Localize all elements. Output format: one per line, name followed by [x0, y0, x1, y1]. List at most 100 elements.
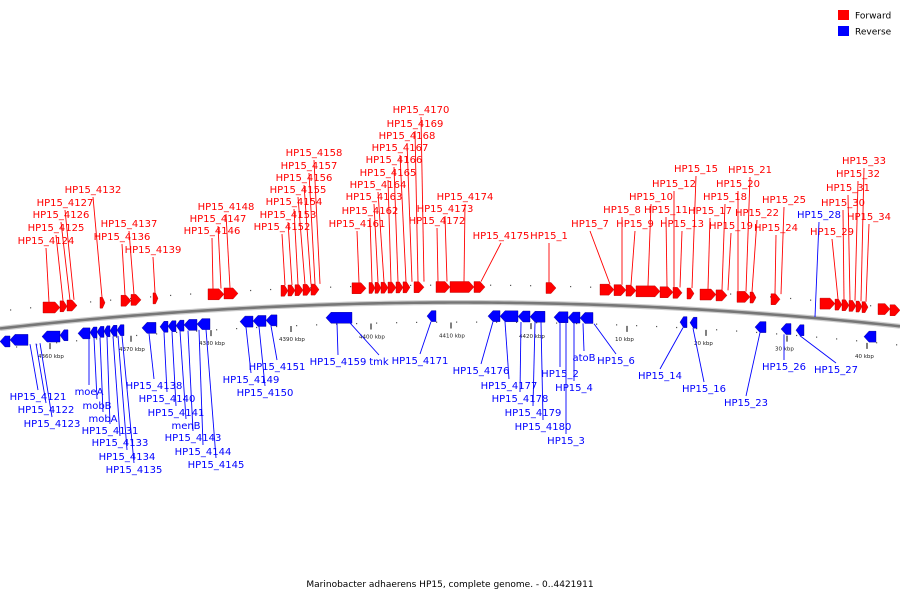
gene-label: HP15_4122 [18, 405, 75, 416]
minor-tick [316, 324, 318, 326]
legend-swatch [838, 26, 849, 36]
gene-leader-line [593, 323, 617, 355]
forward-gene-arrow [374, 282, 382, 294]
gene-label: HP15_21 [728, 165, 772, 176]
gene-leader-line [117, 335, 128, 451]
gene-label: HP15_4151 [249, 362, 306, 373]
gene-label: HP15_4125 [28, 223, 85, 234]
reverse-gene-arrow [77, 327, 91, 340]
minor-tick [216, 329, 218, 331]
gene-label: HP15_4171 [392, 356, 449, 367]
forward-gene-arrow [294, 284, 304, 296]
minor-tick [430, 284, 432, 286]
reverse-gene-arrow [754, 321, 767, 333]
minor-tick [776, 333, 778, 335]
gene-label: HP15_4123 [24, 419, 81, 430]
gene-label: HP15_4144 [175, 447, 232, 458]
gene-label: HP15_4165 [360, 168, 417, 179]
gene-label: HP15_2 [541, 369, 579, 380]
gene-leader-line [480, 242, 502, 282]
forward-gene-arrow [207, 288, 225, 301]
forward-gene-arrow [99, 297, 106, 309]
minor-tick [376, 322, 378, 324]
gene-label: HP15_4137 [101, 219, 158, 230]
reverse-gene-arrow [196, 318, 211, 330]
gene-label: HP15_4132 [65, 185, 122, 196]
gene-label: HP15_25 [762, 195, 806, 206]
gene-label: moeA [75, 387, 104, 398]
gene-leader-line [369, 217, 373, 283]
forward-gene-arrow [599, 283, 615, 296]
forward-gene-arrow [280, 285, 289, 297]
reverse-gene-arrow [109, 325, 118, 337]
gene-label: HP15_4124 [18, 236, 75, 247]
gene-leader-line [406, 142, 413, 282]
gene-label: HP15_8 [603, 205, 641, 216]
gene-label: HP15_4168 [379, 131, 436, 142]
legend: Forward Reverse [838, 10, 892, 38]
reverse-gene-labels: HP15_4121HP15_4122HP15_4123moeAmobBmobAH… [10, 210, 858, 476]
minor-tick [636, 325, 638, 327]
tick-label: 4380 kbp [199, 341, 225, 347]
reverse-gene-arrow [183, 319, 198, 331]
minor-tick [696, 328, 698, 330]
forward-gene-arrow [841, 299, 850, 311]
gene-label: mobA [88, 414, 117, 425]
legend-swatch [838, 10, 849, 20]
gene-label: HP15_4139 [125, 245, 182, 256]
reverse-gene-arrow [487, 310, 501, 322]
gene-label: HP15_4 [555, 383, 593, 394]
gene-leader-line [211, 237, 214, 290]
gene-label: HP15_4143 [165, 433, 222, 444]
gene-leader-line [582, 323, 585, 352]
tick-label: 4360 kbp [38, 354, 64, 360]
forward-gene-arrow [387, 281, 397, 294]
gene-leader-line [163, 332, 168, 393]
gene-leader-line [842, 209, 845, 300]
gene-leader-line [205, 329, 217, 459]
gene-label: HP15_3 [547, 436, 585, 447]
gene-label: mobB [82, 401, 111, 412]
gene-label: HP15_4145 [188, 460, 245, 471]
legend-label: Forward [855, 12, 891, 22]
minor-tick [836, 338, 838, 340]
minor-tick [436, 321, 438, 323]
minor-tick [570, 285, 572, 288]
reverse-gene-arrow [9, 334, 29, 346]
minor-tick [856, 340, 858, 342]
minor-tick [596, 323, 598, 325]
reverse-gene-arrow [41, 330, 61, 343]
minor-tick [416, 321, 418, 324]
forward-gene-arrow [59, 300, 68, 313]
forward-gene-arrow [473, 281, 486, 293]
minor-tick [296, 325, 298, 327]
gene-leader-line [665, 216, 668, 287]
reverse-gene-arrow [239, 315, 254, 328]
gene-label: HP15_33 [842, 156, 886, 167]
gene-leader-line [504, 321, 510, 380]
forward-gene-arrow [686, 287, 695, 300]
gene-label: HP15_17 [688, 206, 732, 217]
gene-leader-line [308, 172, 316, 285]
gene-label: HP15_4161 [329, 219, 386, 230]
reverse-gene-arrow [265, 314, 278, 327]
gene-leader-line [540, 322, 544, 421]
forward-gene-arrow [302, 284, 312, 296]
gene-leader-line [297, 196, 306, 285]
gene-label: HP15_4164 [350, 180, 407, 191]
gene-label: HP15_4152 [254, 222, 311, 233]
gene-label: HP15_4154 [266, 197, 323, 208]
gene-leader-line [692, 328, 705, 383]
gene-leader-line [293, 208, 299, 285]
gene-label: HP15_4163 [346, 192, 403, 203]
gene-leader-line [39, 343, 53, 418]
minor-tick [276, 325, 278, 328]
gene-leader-line [480, 321, 494, 365]
minor-tick [456, 321, 458, 323]
reverse-gene-arrow [159, 321, 169, 333]
gene-label: HP15_10 [629, 192, 673, 203]
minor-tick [236, 328, 238, 330]
forward-gene-arrow [545, 282, 557, 294]
